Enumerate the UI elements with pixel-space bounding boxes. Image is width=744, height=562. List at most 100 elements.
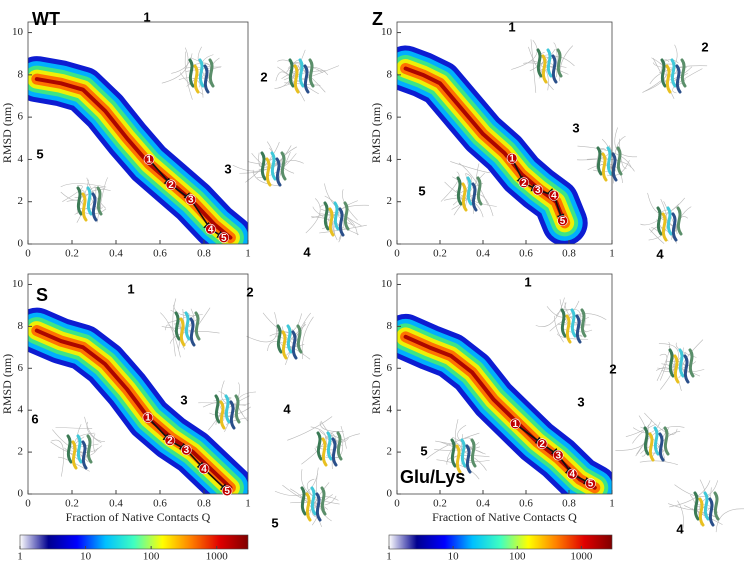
protein-structure xyxy=(642,44,708,100)
unfolded-trace xyxy=(66,200,84,223)
colorbar-tick-label: 1 xyxy=(386,551,392,562)
ribbon xyxy=(323,201,330,231)
structure-label: 4 xyxy=(656,246,664,261)
axes-frame xyxy=(396,273,613,495)
unfolded-trace xyxy=(530,39,537,93)
ribbon xyxy=(298,58,305,88)
protein-structure xyxy=(615,412,685,465)
pathway-label: 4 xyxy=(208,224,214,235)
ribbon xyxy=(81,192,88,222)
unfolded-trace xyxy=(458,162,489,205)
x-tick-label: 1 xyxy=(609,248,615,260)
ribbon xyxy=(688,348,695,378)
x-tick-label: 0.4 xyxy=(476,248,490,260)
unfolded-trace xyxy=(60,183,107,188)
ribbon xyxy=(575,314,582,344)
pathway-state xyxy=(181,444,192,456)
protein-structure xyxy=(668,479,744,533)
protein-structure xyxy=(274,49,340,102)
unfolded-trace xyxy=(277,65,340,89)
pathway-state xyxy=(532,184,544,196)
ribbon xyxy=(193,64,200,94)
x-tick-label: 0.8 xyxy=(197,248,211,260)
pathway-state xyxy=(218,232,230,243)
unfolded-trace xyxy=(281,67,329,79)
x-axis-label: Fraction of Native Contacts Q xyxy=(66,510,211,524)
ribbon xyxy=(601,152,608,182)
ribbon xyxy=(653,426,660,456)
ribbon xyxy=(316,431,323,461)
pathway-state xyxy=(205,223,216,235)
protein-structure xyxy=(161,46,222,100)
unfolded-trace xyxy=(440,171,460,202)
ribbon xyxy=(703,491,710,521)
unfolded-trace xyxy=(559,45,574,82)
ribbon xyxy=(300,486,307,516)
structure-label: 2 xyxy=(701,39,708,54)
ribbon xyxy=(643,426,650,456)
ribbon xyxy=(668,348,675,378)
ribbon xyxy=(460,438,467,468)
colorbar-tick-label: 1 xyxy=(17,551,23,562)
pathway-state xyxy=(185,194,197,205)
unfolded-trace xyxy=(668,479,707,511)
structure-label: 1 xyxy=(127,281,134,296)
panel-title: WT xyxy=(32,9,60,29)
structure-label: 4 xyxy=(303,244,311,259)
density xyxy=(28,56,248,244)
unfolded-trace xyxy=(556,333,589,340)
ribbon xyxy=(303,64,310,94)
ribbon xyxy=(455,444,462,474)
y-tick-label: 2 xyxy=(387,446,393,458)
pathway-label: 3 xyxy=(535,185,541,196)
ribbon xyxy=(71,440,78,470)
density xyxy=(397,45,588,244)
ribbon xyxy=(308,58,315,88)
ribbon xyxy=(536,48,543,78)
ribbon xyxy=(456,176,463,206)
pathway-label: 5 xyxy=(560,216,566,227)
y-tick-label: 0 xyxy=(18,238,24,250)
unfolded-trace xyxy=(247,147,276,165)
pathway-label: 5 xyxy=(588,479,594,490)
ribbon xyxy=(81,440,88,470)
ribbon xyxy=(338,207,345,237)
ribbon xyxy=(343,201,350,231)
ribbon xyxy=(76,186,83,216)
pathway-label: 1 xyxy=(146,155,152,166)
pathway-label: 2 xyxy=(521,178,527,189)
ribbon xyxy=(321,437,328,467)
unfolded-trace xyxy=(262,312,302,333)
ribbon xyxy=(203,64,210,94)
pathway-label: 2 xyxy=(168,180,174,191)
ribbon xyxy=(560,308,567,338)
unfolded-trace xyxy=(182,307,211,348)
structure-label: 2 xyxy=(246,284,253,299)
y-tick-label: 6 xyxy=(18,362,24,374)
ribbon xyxy=(656,206,663,236)
ribbon xyxy=(331,437,338,467)
y-tick-label: 10 xyxy=(381,278,393,290)
ribbon xyxy=(661,212,668,242)
ribbon xyxy=(229,400,236,430)
structure-label: 4 xyxy=(283,401,291,416)
unfolded-trace xyxy=(287,416,333,441)
structure-label: 5 xyxy=(418,183,425,198)
y-tick-label: 10 xyxy=(381,26,393,38)
unfolded-trace xyxy=(161,47,189,84)
protein-structure xyxy=(440,161,497,218)
ribbon xyxy=(476,176,483,206)
unfolded-trace xyxy=(51,439,64,477)
colorbar-tick-label: 100 xyxy=(509,551,526,562)
ribbon xyxy=(693,491,700,521)
unfolded-trace xyxy=(645,57,667,92)
unfolded-trace xyxy=(319,422,344,432)
y-tick-label: 4 xyxy=(387,153,393,165)
x-tick-label: 0.4 xyxy=(476,498,490,510)
unfolded-trace xyxy=(656,341,671,381)
structure-label: 5 xyxy=(420,443,427,458)
unfolded-trace xyxy=(615,415,648,451)
protein-structure xyxy=(577,127,638,184)
y-tick-label: 8 xyxy=(18,68,24,80)
y-tick-label: 4 xyxy=(387,404,393,416)
